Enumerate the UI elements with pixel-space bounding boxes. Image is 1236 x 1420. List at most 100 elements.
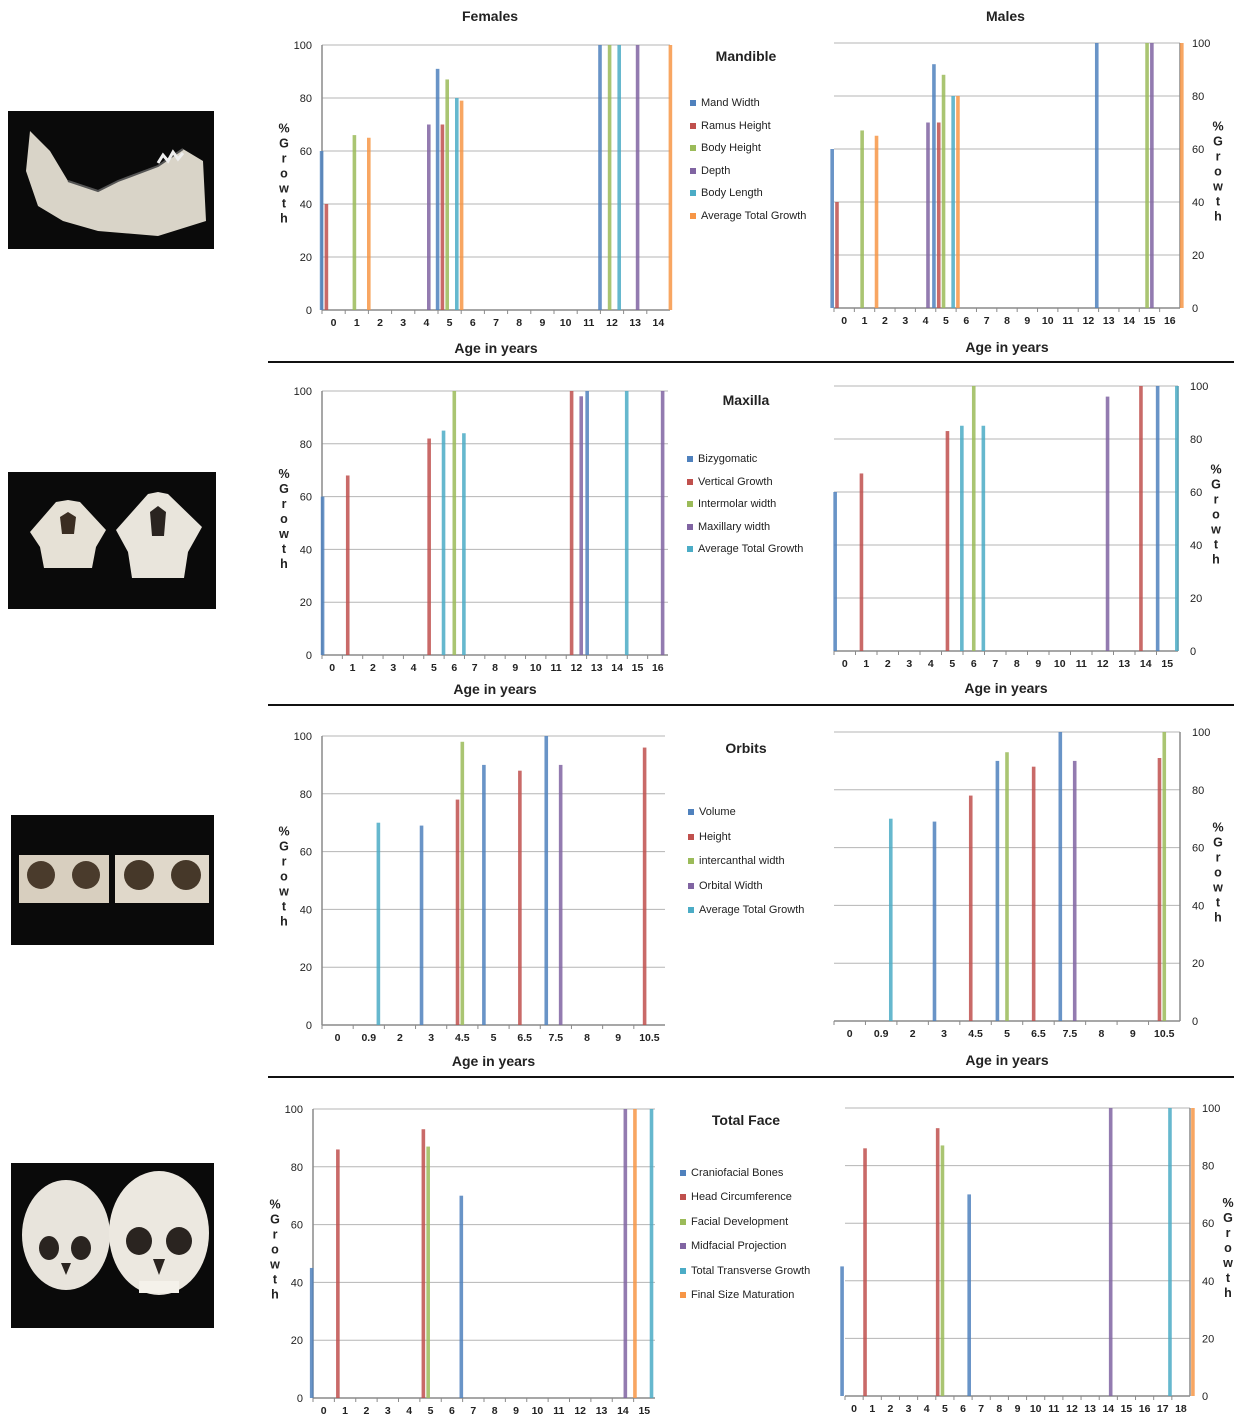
x-axis-label: Age in years — [964, 680, 1047, 696]
x-tick-label: 2 — [885, 658, 891, 670]
x-tick-label: 9 — [513, 1405, 519, 1417]
x-tick-label: 18 — [1175, 1403, 1187, 1415]
legend-label: Total Transverse Growth — [691, 1264, 811, 1277]
x-tick-label: 4 — [928, 658, 934, 670]
y-tick-label: 40 — [1190, 540, 1202, 552]
bar — [1139, 386, 1143, 651]
x-tick-label: 10 — [1030, 1403, 1042, 1415]
maxilla-photo — [8, 472, 216, 609]
bar — [607, 45, 612, 310]
x-tick-label: 8 — [1004, 315, 1010, 327]
x-tick-label: 9 — [1130, 1028, 1136, 1040]
x-tick-label: 3 — [390, 662, 396, 674]
y-tick-label: 40 — [291, 1277, 303, 1289]
x-tick-label: 0.9 — [361, 1032, 376, 1044]
x-tick-label: 10 — [530, 662, 542, 674]
x-tick-label: 3 — [428, 1032, 434, 1044]
bar — [452, 391, 457, 655]
legend-label: Height — [699, 830, 731, 843]
x-tick-label: 2 — [364, 1405, 370, 1417]
x-tick-label: 4.5 — [968, 1028, 983, 1040]
maxilla-illustration — [8, 472, 216, 609]
legend-label: Mand Width — [701, 97, 760, 109]
legend-label: Average Total Growth — [698, 543, 804, 556]
legend-swatch — [687, 501, 693, 508]
x-tick-label: 7 — [493, 317, 499, 329]
x-tick-label: 16 — [1139, 1403, 1151, 1415]
y-tick-label: 20 — [300, 252, 312, 264]
bar — [427, 438, 431, 655]
y-tick-label: 20 — [300, 962, 312, 974]
legend-item: Depth — [690, 164, 806, 187]
bar — [960, 425, 964, 651]
y-tick-label: 80 — [300, 439, 312, 451]
x-tick-label: 15 — [1161, 658, 1173, 670]
x-tick-label: 10 — [560, 317, 572, 329]
mandible-legend: Mand Width Ramus Height Body Height Dept… — [690, 96, 806, 232]
y-tick-label: 100 — [1202, 1103, 1220, 1115]
bar — [888, 818, 893, 1021]
bar — [320, 496, 325, 655]
x-tick-label: 9 — [512, 662, 518, 674]
y-tick-label: 0 — [306, 1020, 312, 1032]
bar — [668, 45, 673, 310]
legend-swatch — [688, 858, 694, 865]
y-tick-label: 80 — [291, 1162, 303, 1174]
y-tick-label: 40 — [1192, 900, 1204, 912]
x-tick-label: 5 — [431, 662, 437, 674]
mandible-photo — [8, 111, 214, 249]
maxilla-legend: Bizygomatic Vertical Growth Intermolar w… — [687, 452, 803, 565]
x-tick-label: 4 — [406, 1405, 412, 1417]
x-tick-label: 13 — [1084, 1403, 1096, 1415]
legend-swatch — [687, 546, 693, 553]
x-tick-label: 0 — [841, 315, 847, 327]
x-tick-label: 2 — [910, 1028, 916, 1040]
legend-swatch — [680, 1291, 686, 1298]
legend-label: Orbital Width — [699, 879, 763, 892]
x-tick-label: 10 — [1042, 315, 1054, 327]
x-tick-label: 3 — [902, 315, 908, 327]
y-tick-label: 60 — [1192, 843, 1204, 855]
y-tick-label: 0 — [306, 650, 312, 662]
bar — [1180, 43, 1184, 308]
x-tick-label: 13 — [629, 317, 641, 329]
bar — [1175, 386, 1179, 651]
bar — [1094, 43, 1099, 308]
legend-item: Volume — [688, 805, 804, 830]
bar — [1145, 43, 1149, 308]
legend-label: Head Circumference — [691, 1191, 792, 1204]
legend-item: Head Circumference — [680, 1190, 810, 1214]
maxilla-panel-title: Maxilla — [722, 392, 770, 408]
legend-label: intercanthal width — [699, 855, 785, 868]
legend-item: Final Size Maturation — [680, 1288, 810, 1312]
bar — [840, 1266, 844, 1396]
legend-label: Average Total Growth — [699, 904, 805, 917]
x-tick-label: 15 — [632, 662, 644, 674]
x-tick-label: 0 — [329, 662, 335, 674]
x-tick-label: 10.5 — [639, 1032, 660, 1044]
bar — [1168, 1108, 1172, 1396]
x-tick-label: 9 — [539, 317, 545, 329]
y-tick-label: 80 — [1192, 785, 1204, 797]
bar — [440, 124, 445, 310]
x-tick-label: 2 — [377, 317, 383, 329]
bar — [1005, 752, 1009, 1021]
x-axis-label: Age in years — [965, 339, 1048, 355]
x-tick-label: 12 — [606, 317, 618, 329]
y-tick-label: 0 — [1192, 1016, 1198, 1028]
x-tick-label: 13 — [596, 1405, 608, 1417]
x-tick-label: 0 — [842, 658, 848, 670]
divider-maxilla-orbits — [268, 704, 1234, 706]
bar — [649, 1109, 654, 1398]
x-tick-label: 8 — [996, 1403, 1002, 1415]
bar — [455, 799, 460, 1025]
bar — [376, 822, 381, 1025]
bar — [455, 98, 459, 310]
bar — [460, 741, 465, 1025]
bar — [598, 45, 602, 310]
x-tick-label: 9 — [1024, 315, 1030, 327]
